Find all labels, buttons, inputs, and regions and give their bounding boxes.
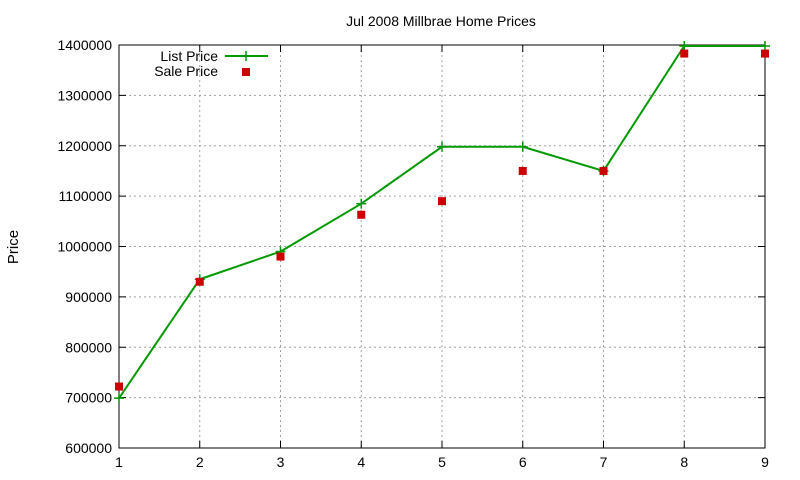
y-tick-label: 1400000 xyxy=(57,37,112,53)
data-point-sale-price xyxy=(195,277,204,286)
data-point-sale-price xyxy=(761,49,769,58)
data-point-sale-price xyxy=(276,252,285,261)
x-tick-label: 4 xyxy=(357,454,365,470)
y-tick-label: 1200000 xyxy=(57,138,112,154)
data-point-list-price xyxy=(356,198,367,209)
y-tick-label: 1100000 xyxy=(59,188,113,204)
y-axis-label: Price xyxy=(5,230,22,264)
legend-label-list-price: List Price xyxy=(160,48,218,64)
y-tick-label: 600000 xyxy=(65,440,112,456)
series-layer xyxy=(114,41,770,404)
data-point-sale-price xyxy=(518,166,527,175)
legend-marker-list-price xyxy=(241,51,251,61)
legend-label-sale-price: Sale Price xyxy=(154,63,218,79)
data-point-list-price xyxy=(114,393,124,404)
ticks: 6000007000008000009000001000000110000012… xyxy=(57,37,769,470)
y-tick-label: 700000 xyxy=(65,390,112,406)
x-tick-label: 8 xyxy=(680,454,688,470)
data-point-sale-price xyxy=(115,382,123,391)
data-point-sale-price xyxy=(599,166,608,175)
y-tick-label: 1300000 xyxy=(57,87,112,103)
x-tick-label: 7 xyxy=(600,454,608,470)
x-tick-label: 6 xyxy=(519,454,527,470)
data-point-sale-price xyxy=(680,49,689,58)
data-point-sale-price xyxy=(438,197,446,206)
data-point-list-price xyxy=(437,141,447,152)
legend: List Price Sale Price xyxy=(154,48,268,79)
legend-swatch-list-price xyxy=(225,51,268,61)
data-point-list-price xyxy=(517,141,528,152)
y-tick-label: 800000 xyxy=(65,339,112,355)
x-tick-label: 2 xyxy=(196,454,204,470)
x-tick-label: 9 xyxy=(761,454,769,470)
grid xyxy=(119,45,765,448)
x-tick-label: 5 xyxy=(438,454,446,470)
data-point-list-price xyxy=(760,41,770,52)
y-tick-label: 1000000 xyxy=(57,239,112,255)
x-tick-label: 1 xyxy=(115,454,123,470)
legend-swatch-sale-price xyxy=(242,68,250,76)
x-tick-label: 3 xyxy=(277,454,285,470)
y-tick-label: 900000 xyxy=(65,289,112,305)
legend-marker-sale-price xyxy=(242,68,250,76)
chart-title: Jul 2008 Millbrae Home Prices xyxy=(346,13,536,29)
data-point-list-price xyxy=(679,41,690,52)
data-point-sale-price xyxy=(357,210,366,219)
